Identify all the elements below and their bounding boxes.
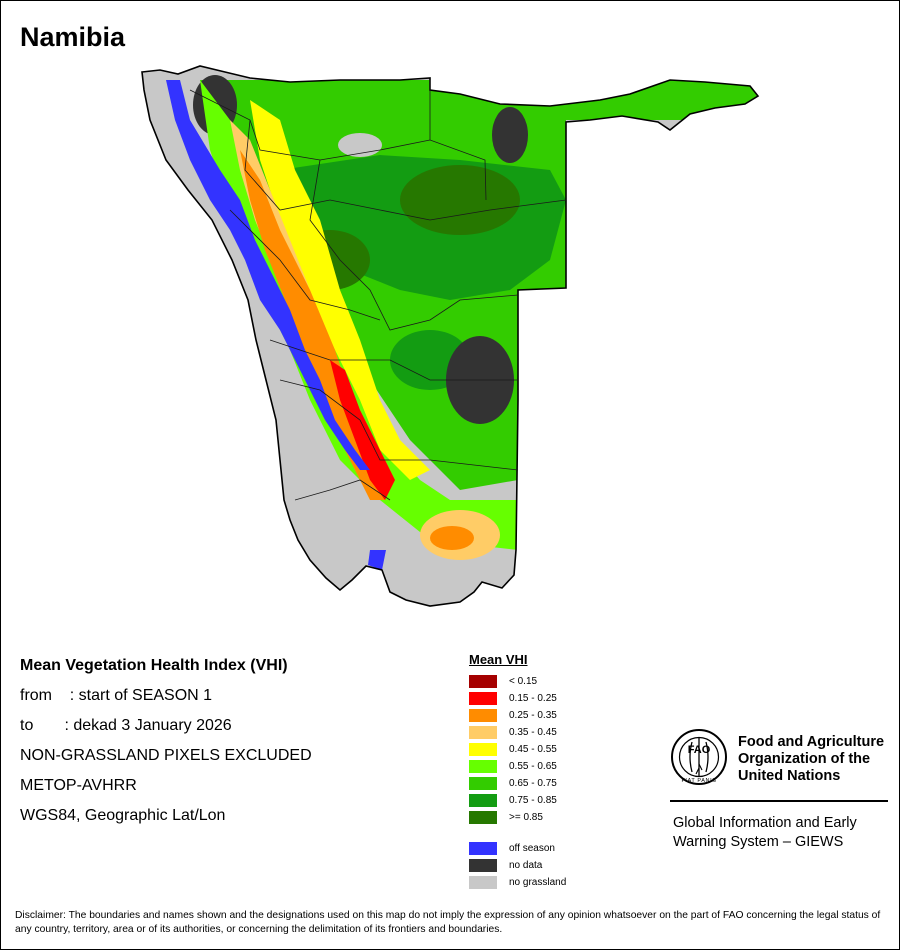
legend-item: 0.65 - 0.75 [469,775,557,792]
legend-item: < 0.15 [469,673,537,690]
fao-logo-letters: FAO [688,744,711,756]
legend-label: off season [509,843,555,854]
legend-swatch [469,777,497,790]
legend-gap [469,826,528,840]
fao-logo-icon: FAO FIAT PANIS [671,729,727,785]
legend-title: Mean VHI [469,652,528,667]
legend-item-no-grassland: no grassland [469,874,566,891]
legend-swatch [469,675,497,688]
legend-label: 0.55 - 0.65 [509,761,557,772]
pixel-exclusion-note: NON-GRASSLAND PIXELS EXCLUDED [20,747,312,764]
legend-item: 0.25 - 0.35 [469,707,557,724]
legend-swatch [469,876,497,889]
fao-logo-motto: FIAT PANIS [681,778,716,784]
legend-label: < 0.15 [509,676,538,687]
legend-special-classes: off season no data no grassland [469,840,566,891]
projection-note: WGS84, Geographic Lat/Lon [20,807,226,824]
legend-label: 0.75 - 0.85 [509,795,557,806]
legend-swatch [469,842,497,855]
region-boundaries [189,80,567,501]
legend-item: 0.75 - 0.85 [469,792,557,809]
period-to: to : dekad 3 January 2026 [20,717,232,734]
legend-label: no grassland [509,877,567,888]
map-info: Mean Vegetation Health Index (VHI) from … [20,656,312,836]
legend-swatch [469,794,497,807]
legend-item: 0.35 - 0.45 [469,724,557,741]
legend-classes: < 0.15 0.15 - 0.25 0.25 - 0.35 0.35 - 0.… [469,673,557,826]
vhi-raster [142,66,758,606]
legend-label: 0.15 - 0.25 [509,693,557,704]
legend-swatch [469,760,497,773]
namibia-vhi-raster [141,65,760,607]
legend-item: 0.15 - 0.25 [469,690,557,707]
legend-label: 0.45 - 0.55 [509,744,557,755]
legend-item: >= 0.85 [469,809,543,826]
legend-item: 0.55 - 0.65 [469,758,557,775]
legend-swatch [469,811,497,824]
legend-label: >= 0.85 [509,812,543,823]
legend-item: 0.45 - 0.55 [469,741,557,758]
legend-swatch [469,859,497,872]
legend-item-off-season: off season [469,840,555,857]
legend-item-no-data: no data [469,857,542,874]
period-from: from : start of SEASON 1 [20,687,213,704]
legend-swatch [469,726,497,739]
legend-swatch [469,743,497,756]
legend-swatch [469,709,497,722]
map-title: Namibia [20,22,126,52]
disclaimer: Disclaimer: The boundaries and names sho… [15,910,881,935]
fao-divider [670,800,888,802]
giews-name: Global Information and Early Warning Sys… [673,815,857,850]
legend-label: 0.25 - 0.35 [509,710,557,721]
sensor-name: METOP-AVHRR [20,777,137,794]
legend-label: no data [509,860,543,871]
index-heading: Mean Vegetation Health Index (VHI) [20,657,288,674]
legend: Mean VHI < 0.15 0.15 - 0.25 0.25 - 0.35 … [469,652,566,891]
legend-label: 0.65 - 0.75 [509,778,557,789]
legend-swatch [469,692,497,705]
organization-name: Food and Agriculture Organization of the… [738,734,885,784]
legend-label: 0.35 - 0.45 [509,727,557,738]
vhi-map [130,60,770,620]
